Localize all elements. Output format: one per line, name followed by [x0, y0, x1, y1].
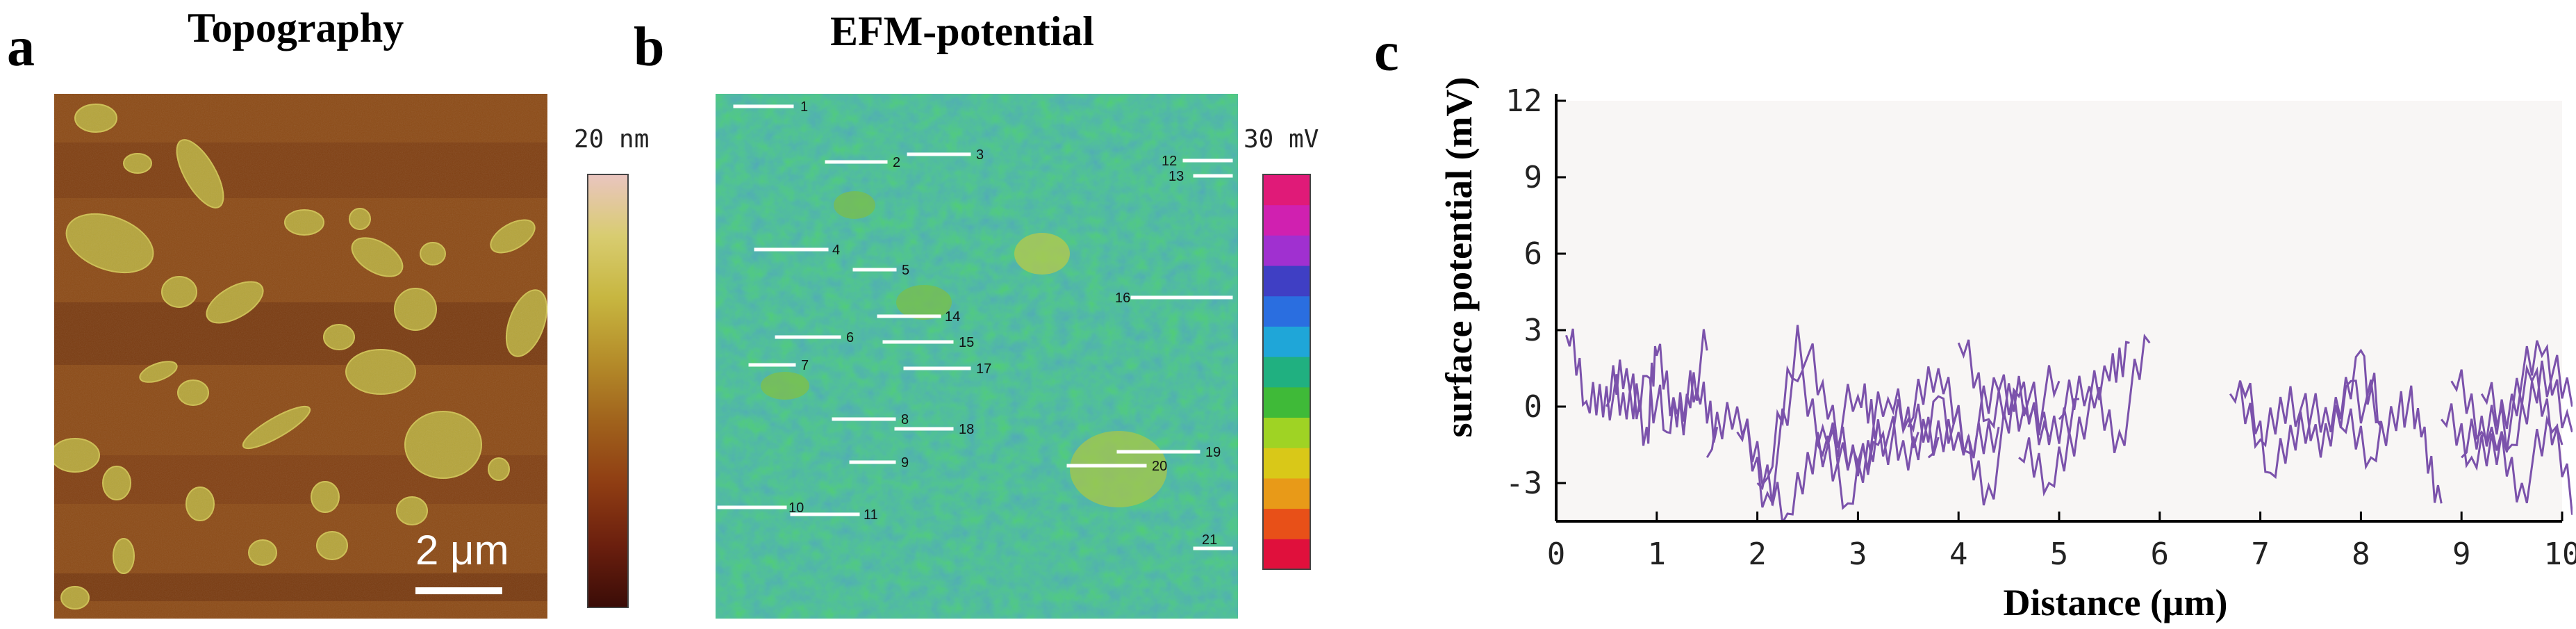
x-tick-label: 0 [1547, 537, 1566, 572]
series-line-profile-n [2340, 385, 2443, 504]
series-line-profile-d [1736, 325, 1919, 488]
profile-line-number: 21 [1202, 532, 1217, 548]
plot-area [1556, 101, 2562, 521]
profile-line-number: 15 [959, 335, 974, 350]
profile-line-number: 16 [1115, 291, 1130, 306]
panel-c-letter: c [1374, 22, 1399, 83]
colorbar-step [1263, 539, 1310, 570]
topography-colorbar-max-label: 20 nm [574, 125, 650, 154]
colorbar-step [1263, 295, 1310, 327]
profile-line-number: 11 [864, 507, 878, 523]
x-tick-label: 5 [2050, 537, 2069, 572]
series-line-profile-a [1565, 328, 1708, 434]
colorbar-step [1263, 204, 1310, 236]
y-tick-label: 3 [1524, 313, 1543, 348]
colorbar-step [1263, 235, 1310, 266]
x-tick-label: 6 [2151, 537, 2170, 572]
profile-line-number: 1 [800, 99, 808, 115]
topography-image [54, 94, 547, 619]
profile-line-number: 13 [1169, 169, 1184, 184]
x-tick-label: 10 [2544, 537, 2576, 572]
series-line-profile-m [2239, 348, 2382, 480]
colorbar-step [1263, 508, 1310, 539]
panel-a-letter: a [7, 17, 35, 78]
topography-colorbar [587, 174, 629, 608]
profile-line-number: 9 [901, 455, 909, 471]
colorbar-step [1263, 326, 1310, 357]
series-line-profile-i [1957, 339, 2080, 446]
series-line-profile-p [2450, 340, 2573, 443]
y-tick-label: 9 [1524, 160, 1543, 195]
y-tick-label: 12 [1505, 83, 1542, 119]
scale-bar-label: 2 μm [415, 527, 509, 573]
colorbar-step [1263, 417, 1310, 448]
profile-line-number: 20 [1152, 459, 1167, 474]
series-line-profile-f [1817, 395, 2000, 510]
panel-b-letter: b [634, 17, 665, 78]
x-tick-label: 2 [1748, 537, 1767, 572]
profile-line-number: 14 [945, 309, 960, 325]
colorbar-step [1263, 448, 1310, 479]
series-line-profile-r [2480, 354, 2573, 453]
panel-a-title: Topography [188, 5, 404, 51]
scale-bar [415, 587, 502, 594]
profile-line-number: 18 [959, 422, 974, 437]
efm-colorbar [1262, 174, 1311, 570]
y-axis-label: surface potential (mV) [1438, 77, 1480, 438]
efm-colorbar-max-label: 30 mV [1244, 125, 1319, 154]
profile-line-number: 2 [893, 155, 900, 170]
series-line-profile-l [2229, 379, 2381, 458]
colorbar-step [1263, 386, 1310, 418]
colorbar-step [1263, 357, 1310, 388]
series-line-profile-b [1605, 343, 1719, 446]
profile-line-number: 6 [846, 330, 854, 345]
x-tick-label: 3 [1849, 537, 1867, 572]
y-tick-label: 6 [1524, 236, 1543, 272]
x-tick-label: 7 [2251, 537, 2270, 572]
profile-line-number: 5 [902, 263, 909, 278]
series-line-profile-c [1706, 366, 1879, 508]
colorbar-step [1263, 174, 1310, 206]
panel-b-title: EFM-potential [830, 8, 1094, 54]
profile-line-number: 7 [801, 358, 809, 373]
profile-line-number: 8 [901, 412, 909, 427]
profile-line-number: 19 [1205, 445, 1221, 460]
series-line-profile-e [1756, 399, 1940, 521]
profile-line-number: 17 [976, 361, 991, 377]
x-tick-label: 1 [1648, 537, 1667, 572]
series-line-profile-q [2461, 415, 2573, 515]
profile-line-number: 12 [1162, 154, 1177, 169]
x-tick-label: 9 [2452, 537, 2471, 572]
x-tick-label: 8 [2352, 537, 2370, 572]
profile-line-number: 10 [789, 500, 804, 516]
x-tick-label: 4 [1949, 537, 1968, 572]
y-tick-label: 0 [1524, 389, 1543, 425]
x-axis-label: Distance (μm) [2003, 582, 2227, 623]
series-line-profile-j [2018, 341, 2130, 497]
profile-line-number: 3 [976, 147, 984, 163]
profile-line-number: 4 [832, 243, 840, 258]
series-line-profile-h [1927, 381, 2050, 506]
colorbar-step [1263, 477, 1310, 509]
series-line-profile-k [2058, 334, 2151, 454]
colorbar-step [1263, 266, 1310, 297]
y-tick-label: -3 [1505, 466, 1542, 501]
